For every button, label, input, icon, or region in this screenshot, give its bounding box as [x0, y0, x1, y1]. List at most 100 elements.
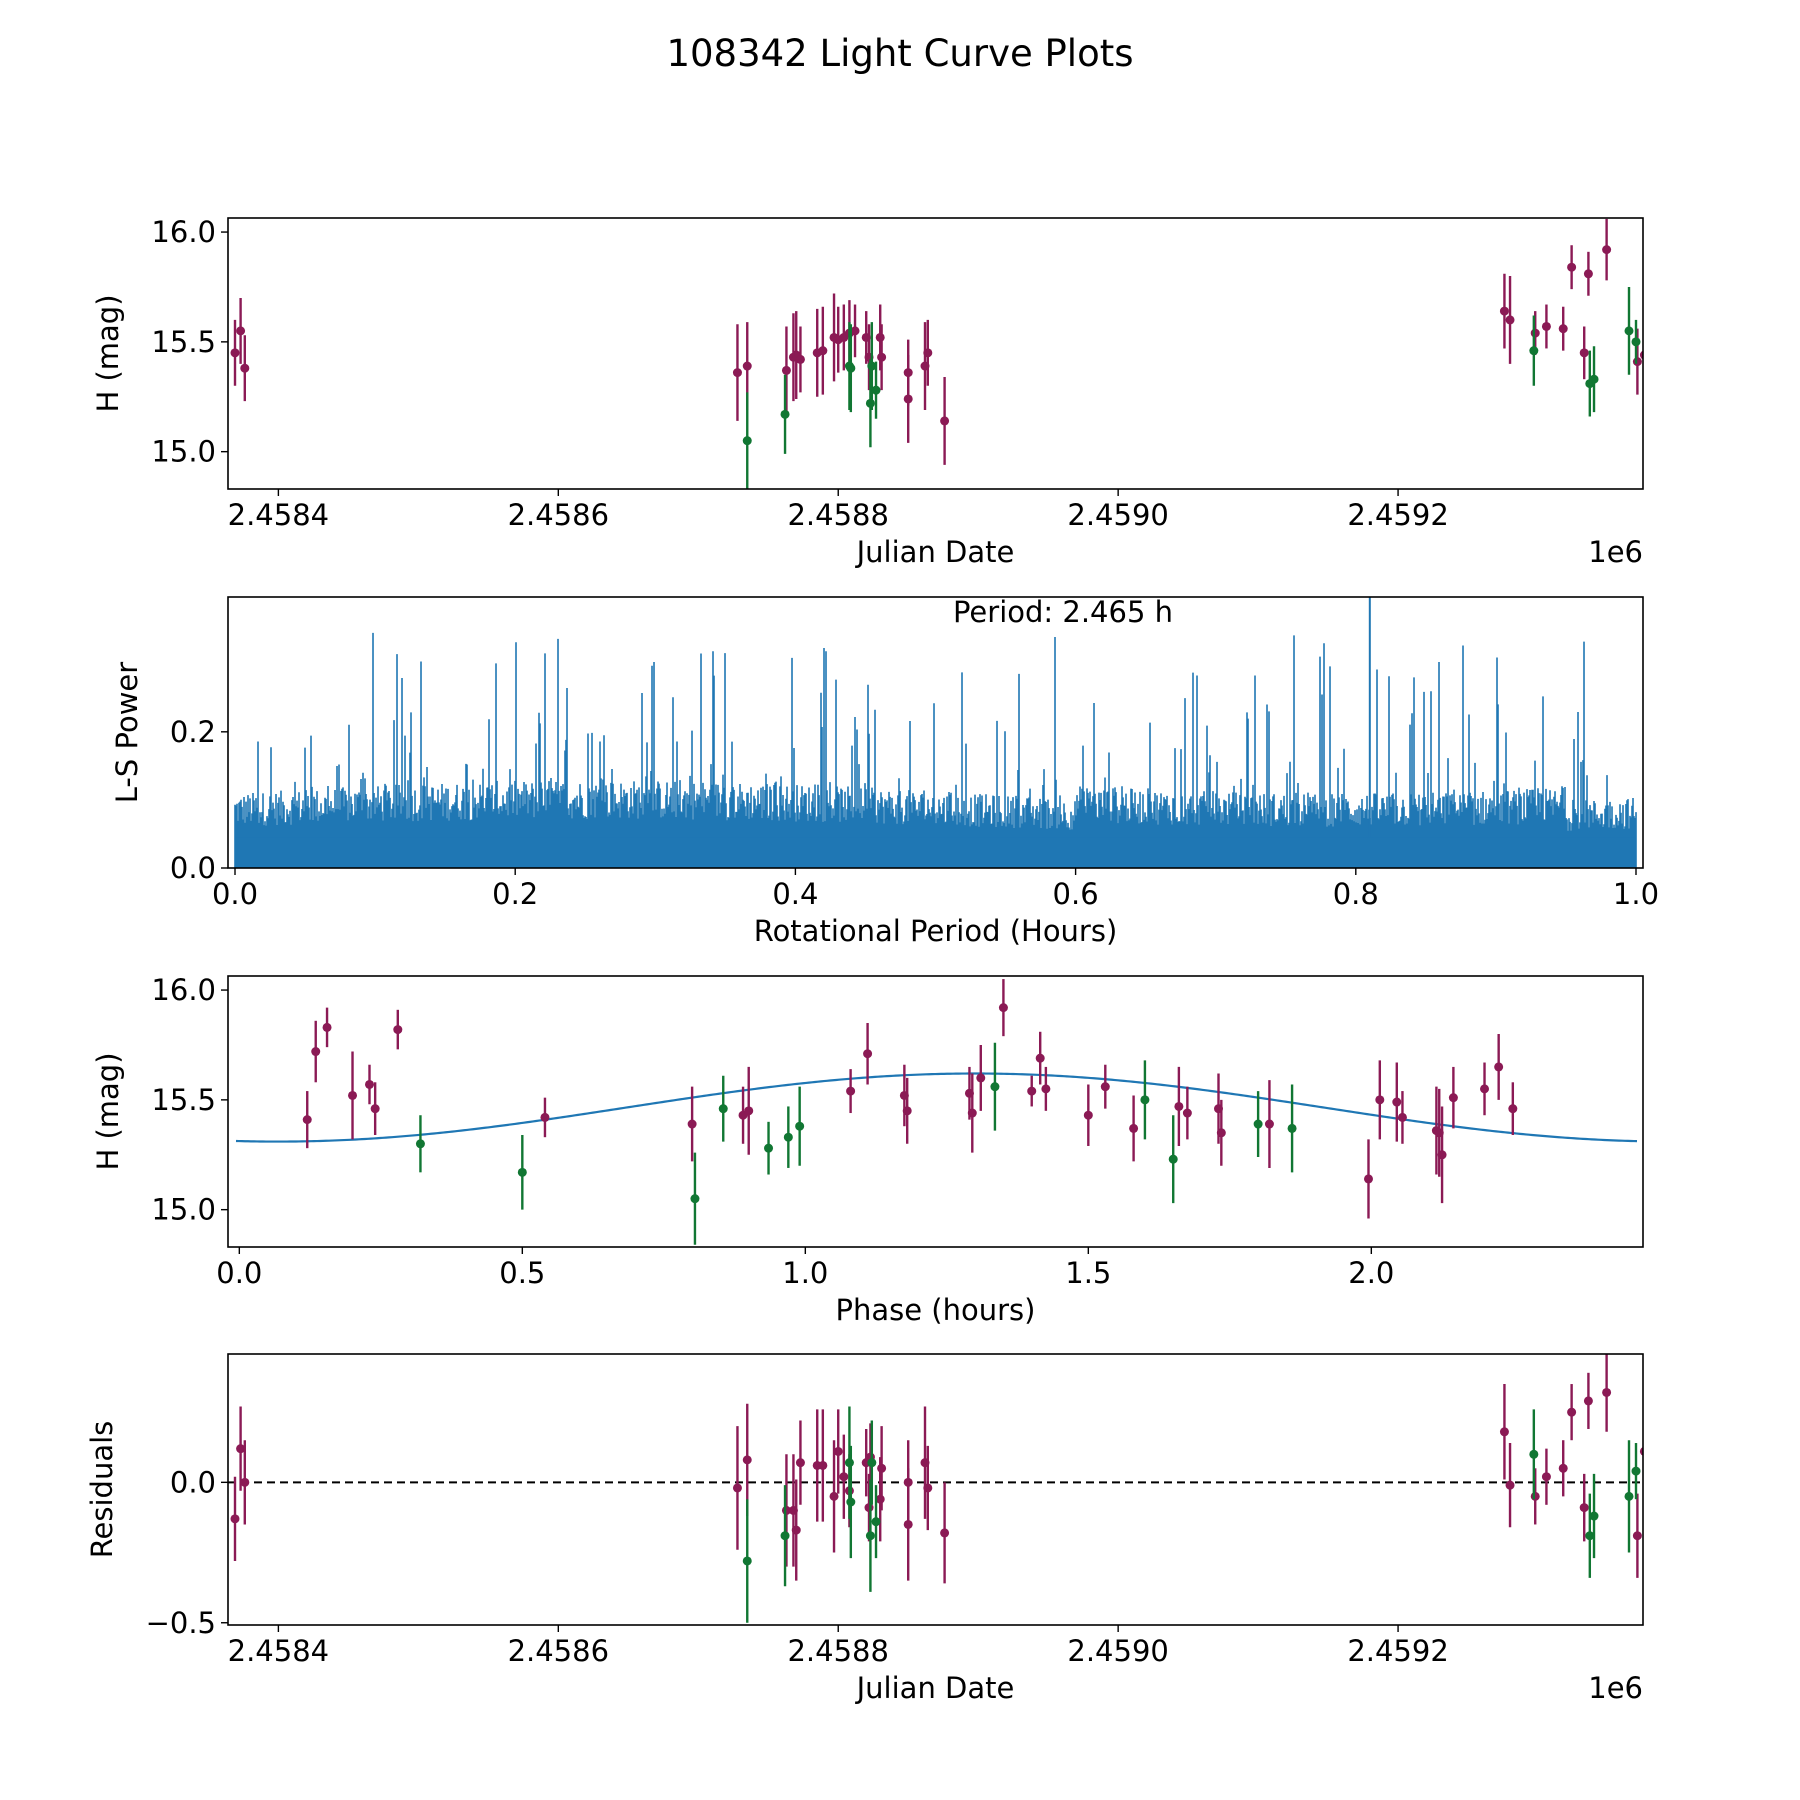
data-point [1639, 350, 1643, 360]
x-axis-label: Julian Date [855, 1671, 1015, 1705]
x-tick-label: 2.4590 [1067, 498, 1168, 532]
data-point [393, 1025, 403, 1035]
x-tick-label: 1.0 [782, 1256, 828, 1290]
x-tick-label: 2.4590 [1067, 1634, 1168, 1668]
data-point [846, 1086, 856, 1096]
data-point [1174, 1101, 1184, 1111]
data-point [1182, 1108, 1192, 1118]
axes-frame [227, 1353, 1644, 1626]
y-tick-label: 0.0 [170, 851, 216, 885]
data-point [903, 1519, 913, 1529]
x-tick-label: 1.0 [1613, 877, 1659, 911]
x-tick-label: 0.0 [216, 1256, 262, 1290]
data-point [1437, 1150, 1447, 1160]
data-point [1651, 351, 1660, 360]
data-point [903, 394, 913, 404]
data-point [1505, 1480, 1515, 1490]
panel-phase-folded: 0.0 0.5 1.0 1.5 2.0 15.0 15.5 16.0 Phase (hours)… [91, 973, 1644, 1327]
x-tick-label: 0.0 [212, 877, 258, 911]
series-filter-b [742, 1406, 1641, 1623]
series-filter-b [415, 1042, 1297, 1245]
x-tick-label: 2.0 [1348, 1256, 1394, 1290]
x-tick-label: 0.8 [1333, 877, 1379, 911]
data-point [540, 1112, 550, 1122]
data-point [1651, 1464, 1660, 1473]
data-point [1642, 1452, 1643, 1456]
data-point [1529, 1449, 1539, 1459]
data-point [1632, 357, 1642, 367]
panel-light-curve: 2.4584 2.4586 2.4588 2.4590 2.4592 15.0 15.5 16… [91, 215, 1738, 569]
data-point [940, 416, 950, 426]
data-point [1583, 269, 1593, 279]
power-spectrum-line [234, 632, 1637, 868]
axes-frame [227, 217, 1644, 490]
plot-area [228, 1354, 1660, 1623]
data-point [781, 365, 791, 375]
data-point [1375, 1095, 1385, 1105]
data-point [1541, 1472, 1551, 1482]
period-annotation: Period: 2.465 h [953, 595, 1173, 629]
data-point [1624, 1491, 1634, 1501]
data-point [818, 1460, 828, 1470]
data-point [871, 1517, 881, 1527]
data-point [1602, 245, 1612, 255]
data-point [732, 368, 742, 378]
data-point [839, 1472, 849, 1482]
data-point [1499, 1427, 1509, 1437]
data-point [348, 1090, 358, 1100]
data-point [322, 1022, 332, 1032]
data-point [1631, 1466, 1641, 1476]
data-point [795, 354, 805, 364]
data-point [1140, 1095, 1150, 1105]
data-point [744, 1106, 754, 1116]
data-point [1583, 1396, 1593, 1406]
data-point [1729, 340, 1738, 349]
x-tick-label: 2.4592 [1347, 1634, 1448, 1668]
data-point [311, 1047, 321, 1057]
sine-fit-curve [235, 1072, 1638, 1143]
periodogram-series [234, 597, 1637, 868]
data-point [795, 1121, 805, 1131]
data-point [846, 1497, 856, 1507]
data-point [240, 363, 250, 373]
data-point [1363, 1174, 1373, 1184]
data-point [1631, 337, 1641, 347]
y-tick-label: −0.5 [146, 1606, 216, 1640]
data-point [365, 1079, 374, 1089]
series-filter-a [230, 1354, 1660, 1584]
data-point [1729, 337, 1738, 346]
data-point [742, 361, 752, 371]
y-tick-label: 0.2 [170, 715, 216, 749]
data-point [818, 346, 828, 356]
data-point [998, 1003, 1008, 1013]
data-point [1585, 1531, 1595, 1541]
figure-title: 108342 Light Curve Plots [666, 32, 1133, 75]
data-point [1494, 1062, 1504, 1072]
axes-frame [227, 975, 1644, 1248]
x-axis-label: Julian Date [855, 535, 1015, 569]
x-tick-label: 2.4588 [787, 1634, 888, 1668]
x-offset-label: 1e6 [1588, 1671, 1643, 1705]
data-point [1529, 346, 1539, 356]
series-filter-a [302, 979, 1518, 1219]
y-axis-label: H (mag) [91, 294, 125, 412]
data-point [783, 1132, 793, 1142]
data-point [1530, 1491, 1540, 1501]
data-point [1027, 1086, 1037, 1096]
data-point [742, 436, 752, 446]
x-tick-label: 1.5 [1065, 1256, 1111, 1290]
data-point [1505, 315, 1515, 325]
data-point [1642, 296, 1643, 300]
data-point [370, 1104, 380, 1114]
x-tick-label: 0.4 [772, 877, 818, 911]
x-tick-label: 2.4588 [787, 498, 888, 532]
plot-area [230, 218, 1738, 489]
y-axis-label: Residuals [85, 1421, 119, 1559]
data-point [923, 1483, 933, 1493]
power-floor [235, 837, 1636, 868]
data-point [1041, 1084, 1051, 1094]
x-offset-label: 1e6 [1588, 535, 1643, 569]
data-point [990, 1082, 1000, 1092]
data-point [833, 1446, 843, 1456]
